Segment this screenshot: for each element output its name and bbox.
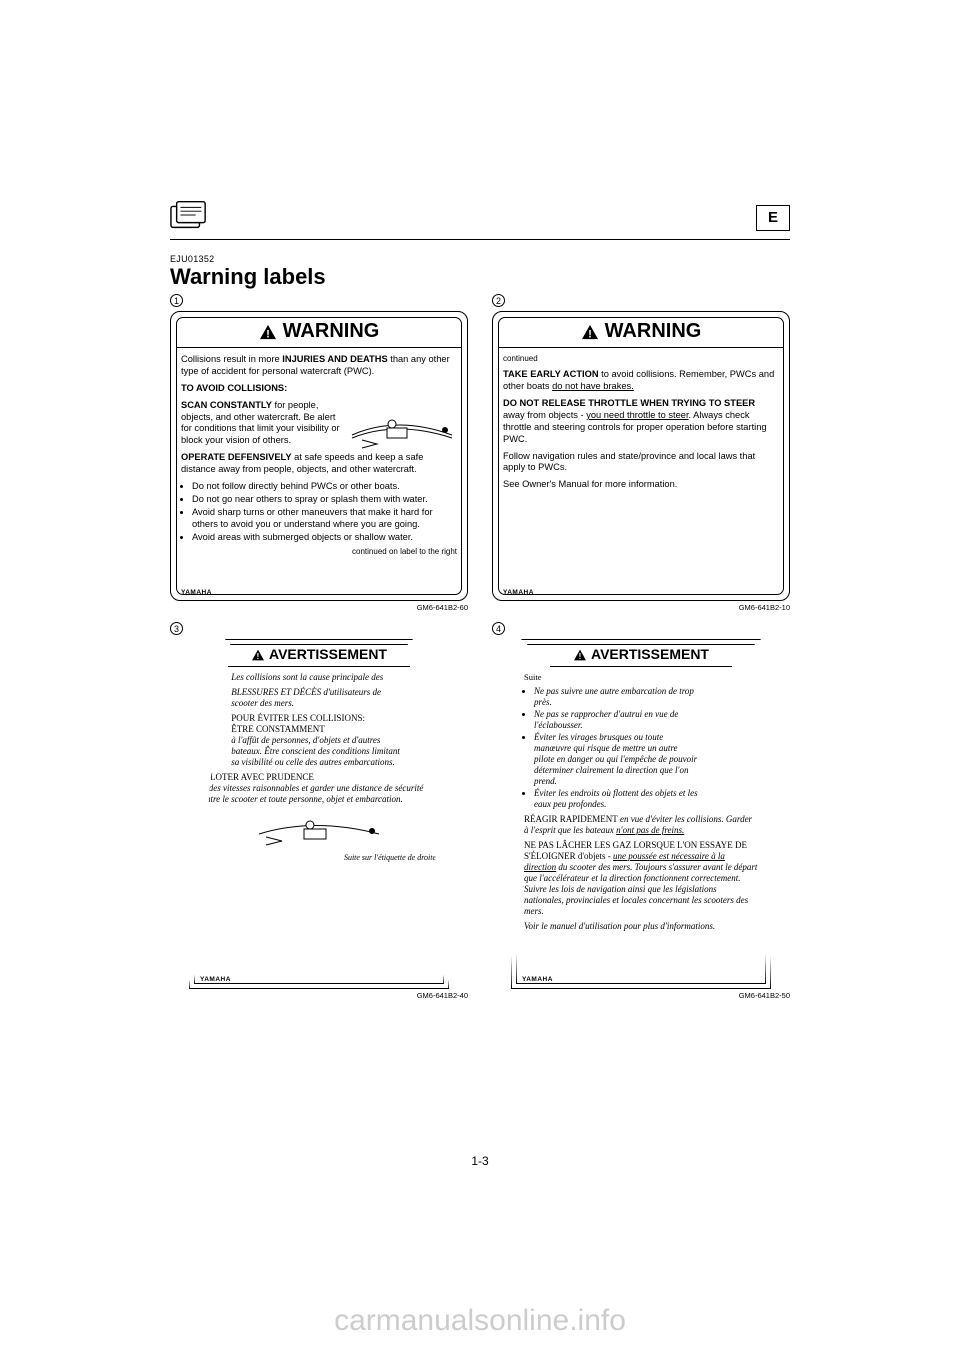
continued-tag: continued <box>503 354 779 364</box>
warning-triangle-icon: ! <box>573 649 587 661</box>
t: à des vitesses raisonnables et garder un… <box>202 783 423 804</box>
heading-text: AVERTISSEMENT <box>591 646 709 663</box>
suite-row: Suite sur l'étiquette de droite <box>202 853 436 863</box>
label-code: GM6-641B2-50 <box>492 991 790 1000</box>
warning-label-1: ! WARNING Collisions result in more INJU… <box>170 311 468 601</box>
svg-text:!: ! <box>579 652 582 661</box>
suite-text: Suite sur l'étiquette de droite <box>344 853 436 863</box>
fr-react: RÉAGIR RAPIDEMENT en vue d'éviter les co… <box>524 814 758 836</box>
labels-grid: 1 ! WARNING Collisions result in more IN… <box>170 294 790 1000</box>
label1-bullets: Do not follow directly behind PWCs or ot… <box>181 481 457 543</box>
language-badge: E <box>756 205 790 231</box>
fr-bullets: Ne pas suivre une autre embarcation de t… <box>524 686 700 810</box>
warning-label-2: ! WARNING continued TAKE EARLY ACTION to… <box>492 311 790 601</box>
label-code: GM6-641B2-10 <box>492 603 790 612</box>
t: TAKE EARLY ACTION <box>503 369 599 379</box>
label-code: GM6-641B2-60 <box>170 603 468 612</box>
heading-text: AVERTISSEMENT <box>269 646 387 663</box>
scan-illustration <box>347 400 457 450</box>
warning-triangle-icon: ! <box>581 324 599 340</box>
warning-triangle-icon: ! <box>259 324 277 340</box>
label1-avoid: TO AVOID COLLISIONS: <box>181 383 457 395</box>
list-item: Avoid areas with submerged objects or sh… <box>192 532 457 544</box>
t: RÉAGIR RAPIDEMENT <box>524 814 618 824</box>
avertissement-label-3: ! AVERTISSEMENT Les collisions sont la c… <box>189 639 449 989</box>
cell-2: 2 ! WARNING continued TAKE EARLY ACTION … <box>492 294 790 612</box>
list-item: Avoid sharp turns or other maneuvers tha… <box>192 507 457 531</box>
page-title: Warning labels <box>170 264 790 290</box>
t: away from objects - <box>503 410 586 420</box>
warning-heading: ! WARNING <box>177 318 461 348</box>
label2-action: TAKE EARLY ACTION to avoid collisions. R… <box>503 369 779 393</box>
avertissement-heading: ! AVERTISSEMENT <box>228 646 411 667</box>
t: DO NOT RELEASE THROTTLE WHEN TRYING TO S… <box>503 398 755 408</box>
label1-operate: OPERATE DEFENSIVELY at safe speeds and k… <box>181 452 457 476</box>
label-num-3: 3 <box>170 622 183 635</box>
page-number: 1-3 <box>0 1154 960 1168</box>
t: INJURIES AND DEATHS <box>282 354 387 364</box>
list-item: Ne pas suivre une autre embarcation de t… <box>534 686 700 708</box>
avertissement-heading: ! AVERTISSEMENT <box>550 646 733 667</box>
brand-text: YAMAHA <box>522 976 553 984</box>
fr-manual: Voir le manuel d'utilisation pour plus d… <box>524 921 758 932</box>
continued-note: continued on label to the right <box>181 547 457 556</box>
manual-icon <box>170 200 208 235</box>
label-num-4: 4 <box>492 622 505 635</box>
header-divider <box>170 239 790 240</box>
cell-1: 1 ! WARNING Collisions result in more IN… <box>170 294 468 612</box>
header-row: E <box>170 200 790 235</box>
suite-top: Suite <box>524 672 700 682</box>
label1-collisions: Collisions result in more INJURIES AND D… <box>181 354 457 378</box>
label-num-2: 2 <box>492 294 505 307</box>
list-item: Éviter les virages brusques ou toute man… <box>534 732 700 787</box>
t: you need throttle to steer <box>586 410 688 420</box>
label-num-1: 1 <box>170 294 183 307</box>
list-item: Éviter les endroits où flottent des obje… <box>534 788 700 810</box>
fr-gas: NE PAS LÂCHER LES GAZ LORSQUE L'ON ESSAY… <box>524 840 758 917</box>
label2-throttle: DO NOT RELEASE THROTTLE WHEN TRYING TO S… <box>503 398 779 446</box>
label2-rules: Follow navigation rules and state/provin… <box>503 451 779 475</box>
label-code: GM6-641B2-40 <box>170 991 468 1000</box>
warning-heading-text: WARNING <box>605 320 702 343</box>
t: OPERATE DEFENSIVELY <box>181 452 292 462</box>
fr-p2: BLESSURES ET DÉCÈS d'utilisateurs de sco… <box>231 687 407 709</box>
t: ÊTRE CONSTAMMENT <box>231 724 325 734</box>
document-code: EJU01352 <box>170 254 790 264</box>
t: du scooter des mers. Toujours s'assurer … <box>524 862 757 916</box>
list-item: Do not follow directly behind PWCs or ot… <box>192 481 457 493</box>
t: do not have brakes. <box>552 381 634 391</box>
fr-p1: Les collisions sont la cause principale … <box>231 672 407 683</box>
warning-heading: ! WARNING <box>499 318 783 348</box>
list-item: Do not go near others to spray or splash… <box>192 494 457 506</box>
t: n'ont pas de freins. <box>616 825 684 835</box>
t: POUR ÉVITER LES COLLISIONS: <box>231 713 365 723</box>
t: SCAN CONSTANTLY <box>181 400 272 410</box>
cell-4: 4 ! AVERTISSEMENT Suite Ne pas suivre un… <box>492 622 790 1000</box>
svg-text:!: ! <box>266 328 270 340</box>
watermark: carmanualsonline.info <box>0 1304 960 1338</box>
brand-text: YAMAHA <box>503 589 534 596</box>
fr-p4: PILOTER AVEC PRUDENCE à des vitesses rai… <box>202 772 436 805</box>
warning-triangle-icon: ! <box>251 649 265 661</box>
cell-3: 3 ! AVERTISSEMENT Les collisions sont la… <box>170 622 468 1000</box>
t: à l'affût de personnes, d'objets et d'au… <box>231 735 400 767</box>
brand-text: YAMAHA <box>181 589 212 596</box>
pilot-illustration <box>254 809 384 849</box>
warning-heading-text: WARNING <box>283 320 380 343</box>
svg-text:!: ! <box>257 652 260 661</box>
t: Collisions result in more <box>181 354 282 364</box>
label2-manual: See Owner's Manual for more information. <box>503 479 779 491</box>
page: E EJU01352 Warning labels 1 ! WARNING Co… <box>0 0 960 1358</box>
fr-p3: POUR ÉVITER LES COLLISIONS: ÊTRE CONSTAM… <box>231 713 407 768</box>
list-item: Ne pas se rapprocher d'autrui en vue de … <box>534 709 700 731</box>
avertissement-label-4: ! AVERTISSEMENT Suite Ne pas suivre une … <box>511 639 771 989</box>
t: PILOTER AVEC PRUDENCE <box>202 772 314 782</box>
brand-text: YAMAHA <box>200 976 231 984</box>
svg-text:!: ! <box>588 328 592 340</box>
